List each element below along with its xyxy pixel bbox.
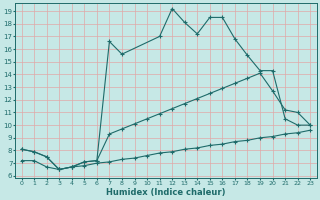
X-axis label: Humidex (Indice chaleur): Humidex (Indice chaleur): [106, 188, 226, 197]
